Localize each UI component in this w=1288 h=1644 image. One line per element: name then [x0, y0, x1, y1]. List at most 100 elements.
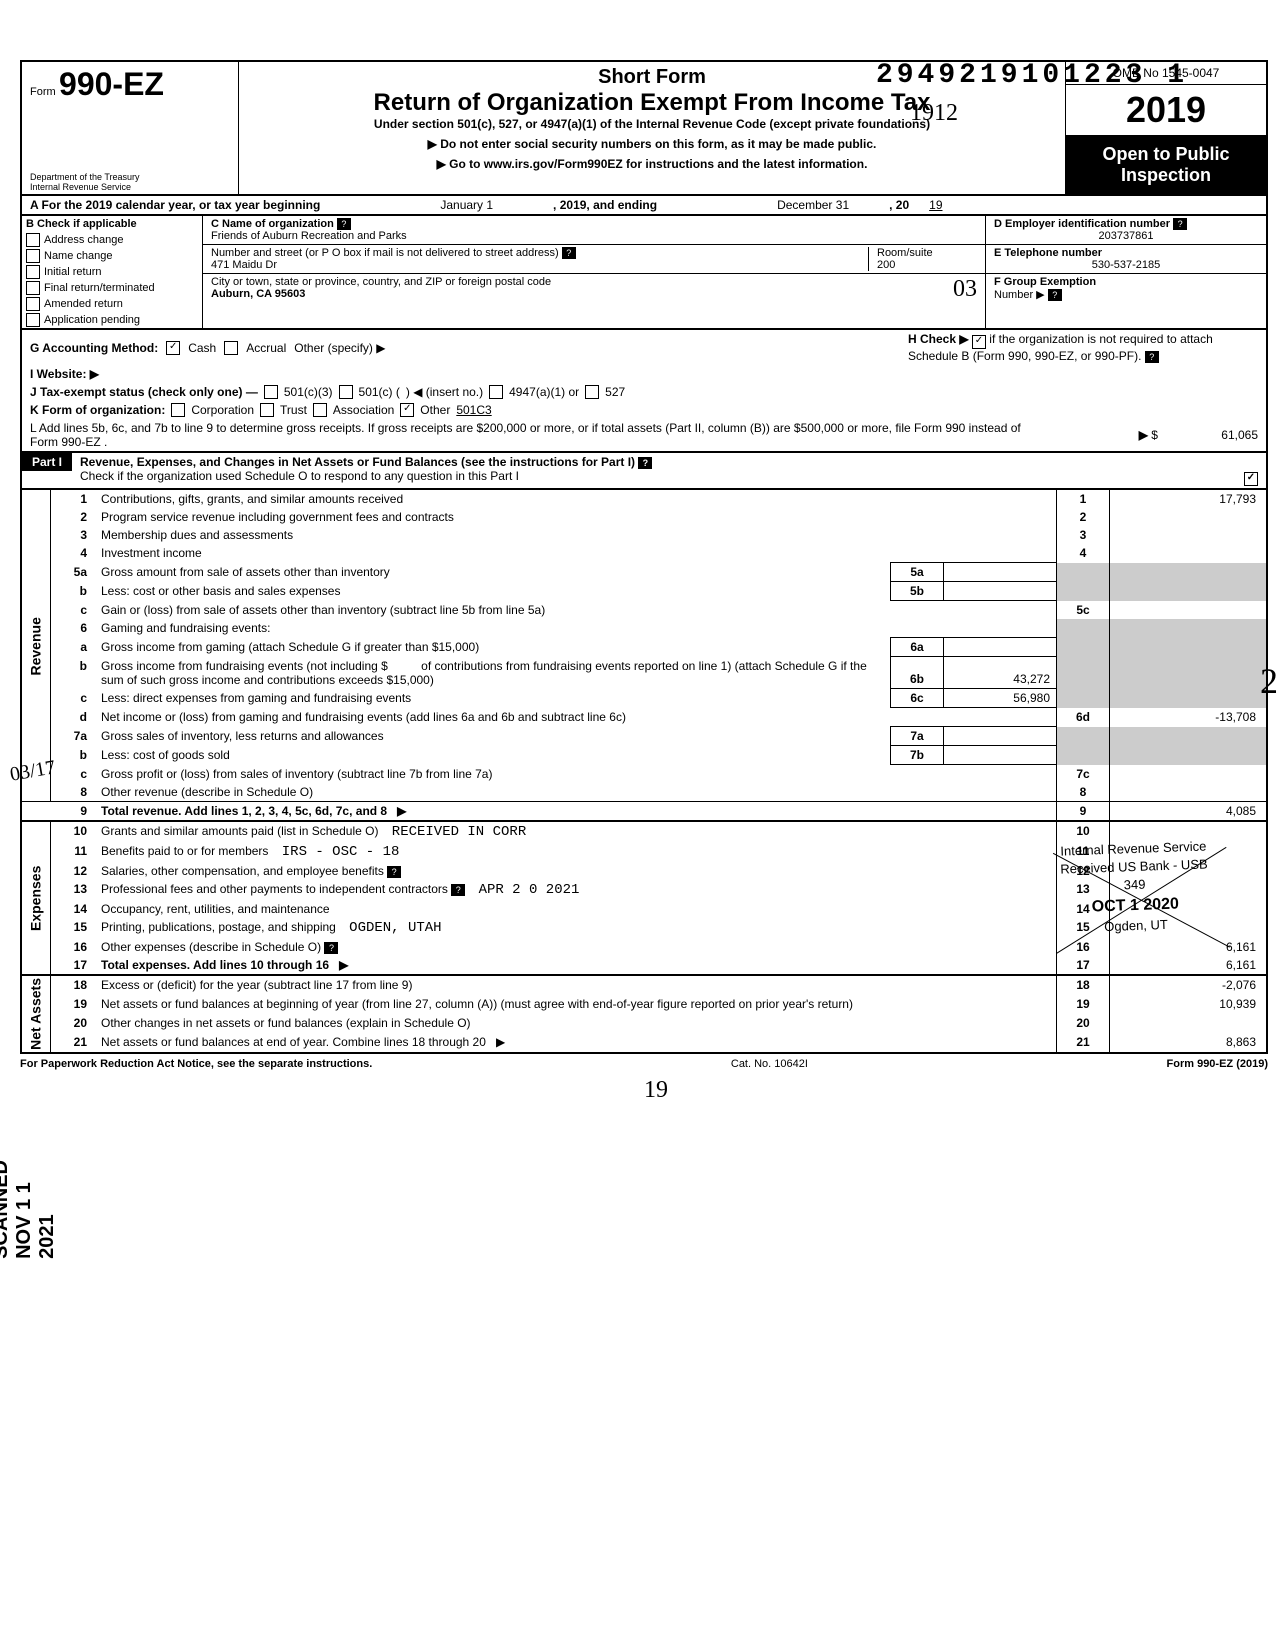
line-a-suffix: , 20 — [889, 198, 909, 212]
stamp-received-corr: RECEIVED IN CORR — [392, 824, 526, 840]
help-icon[interactable]: ? — [387, 866, 401, 878]
lbl-app-pending: Application pending — [44, 314, 140, 326]
chk-h[interactable]: ✓ — [972, 335, 986, 349]
chk-501c3[interactable] — [264, 385, 278, 399]
line-5c-desc: Gain or (loss) from sale of assets other… — [95, 601, 1057, 620]
irs-received-stamp: Internal Revenue Service Received US Ban… — [1059, 837, 1210, 937]
chk-initial-return[interactable] — [26, 265, 40, 279]
arrow-icon: ▶ — [496, 1035, 505, 1049]
chk-other[interactable]: ✓ — [400, 403, 414, 417]
chk-final-return[interactable] — [26, 281, 40, 295]
lbl-final-return: Final return/terminated — [44, 282, 155, 294]
help-icon[interactable]: ? — [638, 457, 652, 469]
handwritten-year: 1912 — [910, 100, 958, 127]
line-5a-val — [944, 563, 1057, 582]
line-9-val: 4,085 — [1110, 802, 1268, 822]
line-5c-box: 5c — [1057, 601, 1110, 620]
chk-corp[interactable] — [171, 403, 185, 417]
chk-amended[interactable] — [26, 297, 40, 311]
line-a: A For the 2019 calendar year, or tax yea… — [20, 196, 1268, 216]
chk-501c[interactable] — [339, 385, 353, 399]
line-5a-box: 5a — [891, 563, 944, 582]
chk-accrual[interactable] — [224, 341, 238, 355]
chk-trust[interactable] — [260, 403, 274, 417]
lbl-insert: ) ◀ (insert no.) — [406, 385, 483, 399]
line-8-box: 8 — [1057, 783, 1110, 802]
form-number: 990-EZ — [59, 66, 164, 102]
line-6b-desc: Gross income from fundraising events (no… — [95, 657, 891, 689]
line-4-desc: Investment income — [95, 544, 1057, 563]
chk-assoc[interactable] — [313, 403, 327, 417]
help-icon[interactable]: ? — [451, 884, 465, 896]
line-6a-desc: Gross income from gaming (attach Schedul… — [95, 638, 891, 657]
line-10-desc: Grants and similar amounts paid (list in… — [101, 824, 378, 838]
lbl-501c: 501(c) ( — [359, 385, 400, 399]
org-name: Friends of Auburn Recreation and Parks — [211, 230, 407, 242]
part1-label: Part I — [22, 453, 72, 471]
line-5b-desc: Less: cost or other basis and sales expe… — [95, 582, 891, 601]
j-label: J Tax-exempt status (check only one) — — [30, 385, 258, 399]
line-6d-val: -13,708 — [1110, 708, 1268, 727]
footer-mid: Cat. No. 10642I — [731, 1058, 808, 1070]
chk-name-change[interactable] — [26, 249, 40, 263]
help-icon[interactable]: ? — [562, 247, 576, 259]
scanned-stamp: SCANNED NOV 1 1 2021 — [0, 1160, 59, 1259]
chk-schedule-o[interactable]: ✓ — [1244, 472, 1258, 486]
chk-4947[interactable] — [489, 385, 503, 399]
line-1-val: 17,793 — [1110, 490, 1268, 508]
line-7a-box: 7a — [891, 727, 944, 746]
d-label: D Employer identification number — [994, 218, 1170, 230]
help-icon[interactable]: ? — [1173, 218, 1187, 230]
ssn-warning: ▶ Do not enter social security numbers o… — [247, 137, 1057, 151]
city: Auburn, CA 95603 — [211, 288, 305, 300]
line-4-val — [1110, 544, 1268, 563]
help-icon[interactable]: ? — [337, 218, 351, 230]
handwritten-2: 2 — [1260, 660, 1278, 702]
line-7c-desc: Gross profit or (loss) from sales of inv… — [95, 765, 1057, 784]
line-1-box: 1 — [1057, 490, 1110, 508]
line-19-desc: Net assets or fund balances at beginning… — [95, 995, 1057, 1014]
dept-label: Department of the Treasury Internal Reve… — [30, 172, 140, 192]
lbl-assoc: Association — [333, 403, 394, 417]
line-6a-box: 6a — [891, 638, 944, 657]
chk-527[interactable] — [585, 385, 599, 399]
help-icon[interactable]: ? — [1048, 289, 1062, 301]
f-sub: Number ▶ — [994, 289, 1045, 301]
line-6d-box: 6d — [1057, 708, 1110, 727]
line-6c-val: 56,980 — [944, 689, 1057, 708]
line-18-desc: Excess or (deficit) for the year (subtra… — [95, 975, 1057, 995]
help-icon[interactable]: ? — [324, 942, 338, 954]
chk-app-pending[interactable] — [26, 313, 40, 327]
line-5c-val — [1110, 601, 1268, 620]
lbl-trust: Trust — [280, 403, 307, 417]
city-label: City or town, state or province, country… — [211, 276, 551, 288]
l-dollar: $ — [1151, 428, 1158, 442]
line-6b-box: 6b — [891, 657, 944, 689]
chk-address-change[interactable] — [26, 233, 40, 247]
l-text: L Add lines 5b, 6c, and 7b to line 9 to … — [30, 421, 1021, 449]
lbl-amended: Amended return — [44, 298, 123, 310]
c-label: C Name of organization — [211, 218, 334, 230]
line-a-mid: , 2019, and ending — [553, 198, 657, 212]
room: 200 — [877, 259, 895, 271]
line-10-box: 10 — [1057, 821, 1110, 842]
part1-title: Revenue, Expenses, and Changes in Net As… — [80, 455, 635, 469]
help-icon[interactable]: ? — [1145, 351, 1159, 363]
line-6a-val — [944, 638, 1057, 657]
line-2-desc: Program service revenue including govern… — [95, 508, 1057, 526]
other-val: 501C3 — [456, 403, 491, 417]
line-6-desc: Gaming and fundraising events: — [95, 619, 1057, 638]
line-18-box: 18 — [1057, 975, 1110, 995]
lbl-address-change: Address change — [44, 234, 124, 246]
line-20-val — [1110, 1014, 1268, 1033]
line-16-val: 6,161 — [1110, 938, 1268, 956]
goto-link: ▶ Go to www.irs.gov/Form990EZ for instru… — [247, 157, 1057, 171]
line-8-val — [1110, 783, 1268, 802]
lbl-4947: 4947(a)(1) or — [509, 385, 579, 399]
line-5a-desc: Gross amount from sale of assets other t… — [95, 563, 891, 582]
lbl-corp: Corporation — [191, 403, 254, 417]
line-17-box: 17 — [1057, 956, 1110, 975]
part1-check-text: Check if the organization used Schedule … — [80, 469, 519, 483]
open-to-public: Open to Public Inspection — [1066, 136, 1266, 194]
chk-cash[interactable]: ✓ — [166, 341, 180, 355]
